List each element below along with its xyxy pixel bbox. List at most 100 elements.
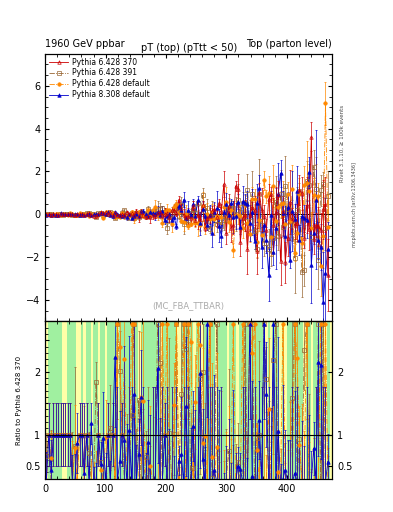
Bar [122, 322, 124, 479]
Bar [327, 322, 330, 479]
Bar [172, 322, 174, 479]
Title: pT (top) (pTtt < 50): pT (top) (pTtt < 50) [141, 43, 237, 53]
Bar [153, 322, 155, 479]
Bar [279, 322, 282, 479]
Bar [167, 322, 169, 479]
Bar [215, 322, 217, 479]
Bar [88, 322, 91, 479]
Bar [52, 322, 55, 479]
Y-axis label: Ratio to Pythia 6.428 370: Ratio to Pythia 6.428 370 [16, 355, 22, 444]
Bar [131, 322, 134, 479]
Bar [196, 322, 198, 479]
Bar [165, 322, 167, 479]
Bar [272, 322, 275, 479]
Bar [177, 322, 179, 479]
Bar [182, 322, 184, 479]
Bar [222, 322, 224, 479]
Bar [325, 322, 327, 479]
Bar [198, 322, 200, 479]
Bar [114, 322, 117, 479]
Bar [110, 322, 112, 479]
Bar [200, 322, 203, 479]
Bar [203, 322, 206, 479]
Bar [289, 322, 292, 479]
Bar [296, 322, 299, 479]
Bar [146, 322, 148, 479]
Bar [268, 322, 270, 479]
Bar [76, 322, 79, 479]
Bar [294, 322, 296, 479]
Bar [64, 322, 67, 479]
Bar [239, 322, 241, 479]
Bar [330, 322, 332, 479]
Bar [270, 322, 272, 479]
Bar [299, 322, 301, 479]
Bar [174, 322, 177, 479]
Bar [62, 322, 64, 479]
Bar [277, 322, 279, 479]
Bar [244, 322, 246, 479]
Bar [301, 322, 303, 479]
Text: (MC_FBA_TTBAR): (MC_FBA_TTBAR) [152, 302, 225, 311]
Bar [282, 322, 284, 479]
Bar [241, 322, 244, 479]
Bar [155, 322, 158, 479]
Bar [234, 322, 237, 479]
Bar [286, 322, 289, 479]
Bar [261, 322, 263, 479]
Text: mcplots.cern.ch [arXiv:1306.3436]: mcplots.cern.ch [arXiv:1306.3436] [352, 162, 357, 247]
Bar [50, 322, 52, 479]
Bar [306, 322, 308, 479]
Bar [179, 322, 182, 479]
Bar [248, 322, 251, 479]
Bar [263, 322, 265, 479]
Bar [117, 322, 119, 479]
Bar [112, 322, 114, 479]
Bar [191, 322, 193, 479]
Bar [83, 322, 86, 479]
Bar [72, 322, 74, 479]
Bar [91, 322, 93, 479]
Bar [141, 322, 143, 479]
Bar [136, 322, 138, 479]
Bar [45, 322, 48, 479]
Bar [95, 322, 98, 479]
Legend: Pythia 6.428 370, Pythia 6.428 391, Pythia 6.428 default, Pythia 8.308 default: Pythia 6.428 370, Pythia 6.428 391, Pyth… [48, 56, 151, 101]
Bar [246, 322, 248, 479]
Bar [217, 322, 220, 479]
Bar [67, 322, 69, 479]
Bar [86, 322, 88, 479]
Bar [81, 322, 83, 479]
Bar [69, 322, 72, 479]
Bar [258, 322, 261, 479]
Bar [323, 322, 325, 479]
Bar [232, 322, 234, 479]
Bar [60, 322, 62, 479]
Bar [103, 322, 105, 479]
Bar [284, 322, 286, 479]
Bar [105, 322, 107, 479]
Bar [208, 322, 210, 479]
Bar [227, 322, 229, 479]
Bar [160, 322, 162, 479]
Bar [55, 322, 57, 479]
Bar [100, 322, 103, 479]
Bar [237, 322, 239, 479]
Bar [151, 322, 153, 479]
Bar [79, 322, 81, 479]
Bar [318, 322, 320, 479]
Bar [224, 322, 227, 479]
Bar [169, 322, 172, 479]
Bar [310, 322, 313, 479]
Bar [98, 322, 100, 479]
Bar [93, 322, 95, 479]
Bar [303, 322, 306, 479]
Bar [255, 322, 258, 479]
Bar [129, 322, 131, 479]
Bar [213, 322, 215, 479]
Text: Rivet 3.1.10, ≥ 100k events: Rivet 3.1.10, ≥ 100k events [340, 105, 345, 182]
Bar [193, 322, 196, 479]
Text: Top (parton level): Top (parton level) [246, 38, 332, 49]
Bar [158, 322, 160, 479]
Bar [320, 322, 323, 479]
